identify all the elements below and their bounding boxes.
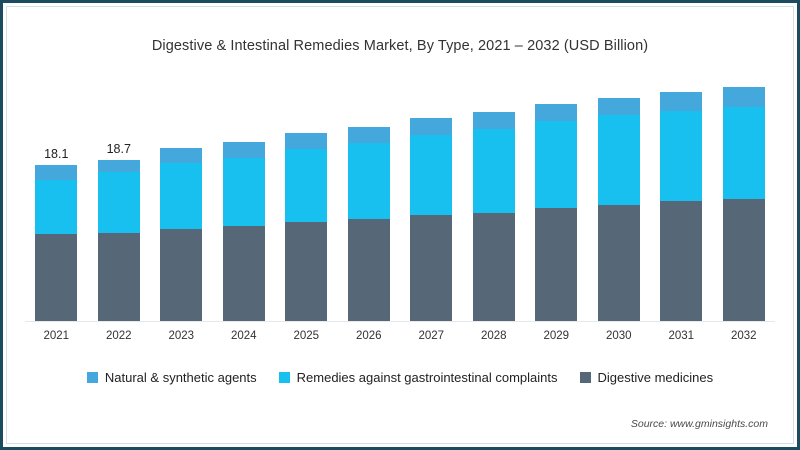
stacked-bar	[160, 148, 203, 322]
bar-segment-digestive-medicines	[535, 208, 578, 322]
bar-segment-natural-synthetic-agents	[410, 117, 453, 136]
bar-segment-remedies-gastrointestinal	[97, 171, 140, 233]
stacked-bar	[410, 117, 453, 322]
chart-legend: Natural & synthetic agents Remedies again…	[0, 370, 800, 385]
stacked-bar	[35, 164, 78, 322]
legend-item[interactable]: Natural & synthetic agents	[86, 370, 257, 385]
bar-segment-natural-synthetic-agents	[97, 159, 140, 172]
bar-segment-natural-synthetic-agents	[535, 103, 578, 122]
bar-segment-digestive-medicines	[722, 198, 765, 322]
bar-segment-natural-synthetic-agents	[35, 164, 78, 180]
bar-value-label: 18.7	[106, 141, 131, 156]
stacked-bar	[722, 86, 765, 322]
plot-area: 18.1 18.7	[25, 70, 775, 322]
stacked-bar	[535, 103, 578, 322]
x-axis-line	[25, 321, 775, 322]
legend-item-label: Natural & synthetic agents	[104, 370, 257, 385]
bar-segment-natural-synthetic-agents	[285, 133, 328, 150]
x-tick-label-2027: 2027	[418, 330, 445, 342]
bar-segment-digestive-medicines	[660, 201, 703, 322]
x-tick-label-2024: 2024	[230, 330, 257, 342]
stacked-bar	[97, 159, 140, 322]
legend-item[interactable]: Digestive medicines	[579, 370, 714, 385]
bar-segment-digestive-medicines	[472, 212, 515, 322]
bar-segment-digestive-medicines	[347, 219, 390, 322]
bar-segment-remedies-gastrointestinal	[160, 163, 203, 230]
bar-segment-digestive-medicines	[285, 222, 328, 322]
bar-segment-remedies-gastrointestinal	[222, 157, 265, 227]
x-tick-label-2023: 2023	[168, 330, 195, 342]
bar-segment-remedies-gastrointestinal	[472, 129, 515, 213]
x-tick-label-2030: 2030	[605, 330, 632, 342]
stacked-bar	[660, 91, 703, 322]
legend-item[interactable]: Remedies against gastrointestinal compla…	[278, 370, 558, 385]
bar-segment-digestive-medicines	[222, 226, 265, 322]
x-tick-label-2031: 2031	[668, 330, 695, 342]
x-tick-label-2025: 2025	[293, 330, 320, 342]
bar-segment-natural-synthetic-agents	[597, 97, 640, 116]
bar-segment-remedies-gastrointestinal	[35, 179, 78, 235]
bar-segment-natural-synthetic-agents	[660, 91, 703, 111]
legend-swatch-icon	[278, 372, 290, 383]
bar-segment-digestive-medicines	[410, 215, 453, 322]
stacked-bar	[597, 97, 640, 322]
bar-segment-natural-synthetic-agents	[222, 142, 265, 158]
bar-segment-remedies-gastrointestinal	[722, 107, 765, 199]
stacked-bar	[285, 133, 328, 322]
bar-segment-digestive-medicines	[160, 229, 203, 322]
bar-segment-digestive-medicines	[597, 204, 640, 322]
stacked-bar	[347, 126, 390, 322]
source-attribution: Source: www.gminsights.com	[630, 418, 768, 430]
legend-swatch-icon	[579, 372, 591, 383]
bar-segment-natural-synthetic-agents	[722, 86, 765, 108]
bar-segment-natural-synthetic-agents	[347, 126, 390, 143]
chart-title: Digestive & Intestinal Remedies Market, …	[151, 38, 649, 54]
x-tick-label-2032: 2032	[730, 330, 757, 342]
bar-value-label: 18.1	[44, 146, 69, 161]
legend-swatch-icon	[86, 372, 98, 383]
x-tick-label-2021: 2021	[43, 330, 70, 342]
legend-item-label: Remedies against gastrointestinal compla…	[296, 370, 558, 385]
bar-segment-digestive-medicines	[97, 232, 140, 322]
stacked-bar	[472, 111, 515, 322]
stacked-bar	[222, 142, 265, 322]
bar-segment-remedies-gastrointestinal	[535, 121, 578, 209]
bar-segment-digestive-medicines	[35, 234, 78, 322]
bar-segment-remedies-gastrointestinal	[410, 135, 453, 216]
bar-segment-remedies-gastrointestinal	[285, 149, 328, 223]
bar-segment-remedies-gastrointestinal	[660, 110, 703, 202]
bar-segment-natural-synthetic-agents	[472, 111, 515, 130]
legend-item-label: Digestive medicines	[597, 370, 714, 385]
x-tick-label-2028: 2028	[480, 330, 507, 342]
x-tick-label-2022: 2022	[105, 330, 132, 342]
x-tick-label-2029: 2029	[543, 330, 570, 342]
bar-segment-remedies-gastrointestinal	[597, 115, 640, 205]
bar-segment-natural-synthetic-agents	[160, 148, 203, 163]
bar-segment-remedies-gastrointestinal	[347, 143, 390, 220]
x-tick-label-2026: 2026	[355, 330, 382, 342]
